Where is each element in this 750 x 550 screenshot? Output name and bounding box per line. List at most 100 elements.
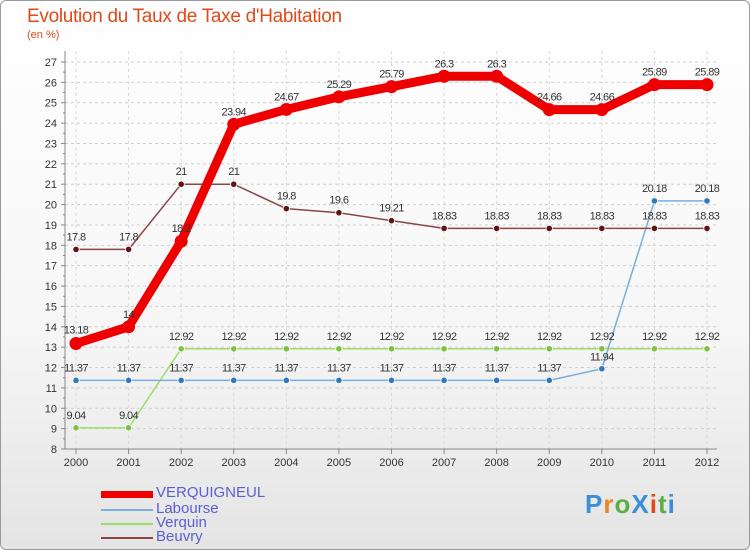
x-tick-label: 2011 <box>643 457 667 469</box>
point-verquin <box>545 345 553 353</box>
data-label-labourse: 11.37 <box>117 362 141 374</box>
point-beuvry <box>703 224 711 233</box>
data-label-verquin: 12.92 <box>169 331 194 343</box>
x-tick-label: 2007 <box>432 457 456 469</box>
y-tick-label: 17 <box>45 261 57 273</box>
data-label-beuvry: 21 <box>228 166 240 178</box>
point-beuvry <box>387 217 396 225</box>
data-label-verquin: 12.92 <box>537 331 562 343</box>
y-tick-label: 13 <box>45 342 57 354</box>
point-labourse <box>282 376 290 384</box>
legend-swatch-verquin <box>101 523 153 525</box>
point-verquigneul <box>595 103 609 117</box>
data-label-verquin: 12.92 <box>695 331 720 343</box>
y-tick-label: 25 <box>45 98 57 110</box>
data-label-verquin: 12.92 <box>274 331 299 343</box>
data-label-labourse: 11.37 <box>380 362 404 374</box>
point-beuvry <box>545 224 553 233</box>
data-label-beuvry: 18.83 <box>432 210 457 222</box>
point-verquin <box>230 345 238 353</box>
data-label-labourse: 11.37 <box>64 362 88 374</box>
point-verquigneul <box>490 69 504 83</box>
data-label-verquigneul: 26.3 <box>487 58 506 70</box>
y-tick-label: 20 <box>45 200 57 212</box>
x-tick-label: 2008 <box>484 457 508 469</box>
point-verquigneul <box>437 69 451 83</box>
data-label-labourse: 11.37 <box>169 362 193 374</box>
legend-label-beuvry: Beuvry <box>156 528 203 545</box>
data-label-labourse: 11.37 <box>537 362 561 374</box>
data-label-labourse: 11.37 <box>222 362 246 374</box>
data-label-verquin: 12.92 <box>642 331 667 343</box>
point-labourse <box>72 376 80 384</box>
legend-label-verquigneul: VERQUIGNEUL <box>156 484 266 501</box>
point-verquigneul <box>69 336 83 350</box>
data-label-verquigneul: 24.67 <box>274 91 299 103</box>
data-label-labourse: 20.18 <box>695 183 720 195</box>
data-label-verquigneul: 18.2 <box>172 223 191 235</box>
point-labourse <box>124 376 133 384</box>
y-tick-label: 27 <box>45 57 57 69</box>
point-beuvry <box>72 245 80 253</box>
data-label-beuvry: 17.8 <box>119 231 138 243</box>
point-beuvry <box>493 224 501 233</box>
y-tick-label: 18 <box>45 240 57 252</box>
point-verquigneul <box>647 78 661 92</box>
point-beuvry <box>598 224 606 233</box>
data-label-labourse: 11.37 <box>432 362 456 374</box>
data-label-beuvry: 18.83 <box>695 210 720 222</box>
x-tick-label: 2010 <box>590 457 614 469</box>
data-label-verquin: 12.92 <box>484 331 509 343</box>
x-tick-label: 2004 <box>274 457 298 469</box>
point-verquigneul <box>542 103 556 117</box>
data-label-verquigneul: 26.3 <box>435 58 454 70</box>
data-label-beuvry: 19.6 <box>329 195 348 207</box>
y-tick-label: 21 <box>45 179 57 191</box>
point-labourse <box>440 376 448 384</box>
data-label-labourse: 11.37 <box>327 362 351 374</box>
chart-subtitle: (en %) <box>27 29 60 41</box>
y-tick-label: 19 <box>45 220 57 232</box>
legend-item-verquin: Verquin <box>101 514 301 532</box>
x-tick-label: 2006 <box>379 457 403 469</box>
legend-swatch-labourse <box>101 509 153 511</box>
point-beuvry <box>650 224 659 233</box>
y-tick-label: 16 <box>45 281 57 293</box>
legend-swatch-verquigneul <box>101 491 153 498</box>
point-verquigneul <box>332 90 346 104</box>
point-verquin <box>282 345 290 353</box>
legend-item-labourse: Labourse <box>101 500 301 518</box>
point-labourse <box>335 376 343 384</box>
data-label-verquigneul: 13.18 <box>64 324 89 336</box>
y-tick-label: 9 <box>51 424 57 436</box>
data-label-beuvry: 18.83 <box>484 210 509 222</box>
point-verquin <box>124 424 133 432</box>
point-verquigneul <box>279 102 293 116</box>
point-labourse <box>493 376 501 384</box>
point-verquin <box>387 345 396 353</box>
point-beuvry <box>440 224 448 233</box>
data-label-beuvry: 18.83 <box>537 210 562 222</box>
data-label-verquigneul: 25.89 <box>695 67 720 79</box>
data-label-verquigneul: 24.66 <box>590 92 615 104</box>
y-tick-label: 11 <box>46 383 57 395</box>
data-label-labourse: 11.94 <box>590 352 614 364</box>
point-labourse <box>545 376 553 384</box>
y-tick-label: 26 <box>45 77 57 89</box>
data-label-verquin: 12.92 <box>379 331 404 343</box>
point-labourse <box>230 376 238 384</box>
point-verquigneul <box>174 234 188 248</box>
data-label-verquigneul: 24.66 <box>537 92 562 104</box>
data-label-beuvry: 21 <box>176 166 188 178</box>
data-label-beuvry: 17.8 <box>66 231 85 243</box>
point-verquigneul <box>385 80 398 94</box>
data-label-beuvry: 19.8 <box>277 191 296 203</box>
point-verquigneul <box>122 320 136 334</box>
point-verquin <box>493 345 501 353</box>
point-verquigneul <box>700 78 714 92</box>
proxiti-logo: ProXiti <box>585 489 676 519</box>
point-verquin <box>598 345 606 353</box>
point-labourse <box>177 376 185 384</box>
point-verquin <box>72 424 80 432</box>
